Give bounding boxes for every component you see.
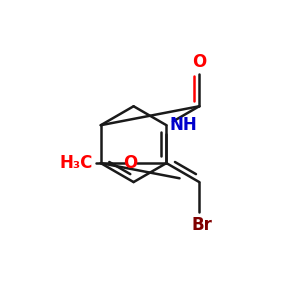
Text: Br: Br xyxy=(192,216,213,234)
Text: NH: NH xyxy=(169,116,197,134)
Text: H₃C: H₃C xyxy=(60,154,93,172)
Text: O: O xyxy=(192,53,206,71)
Text: O: O xyxy=(123,154,137,172)
